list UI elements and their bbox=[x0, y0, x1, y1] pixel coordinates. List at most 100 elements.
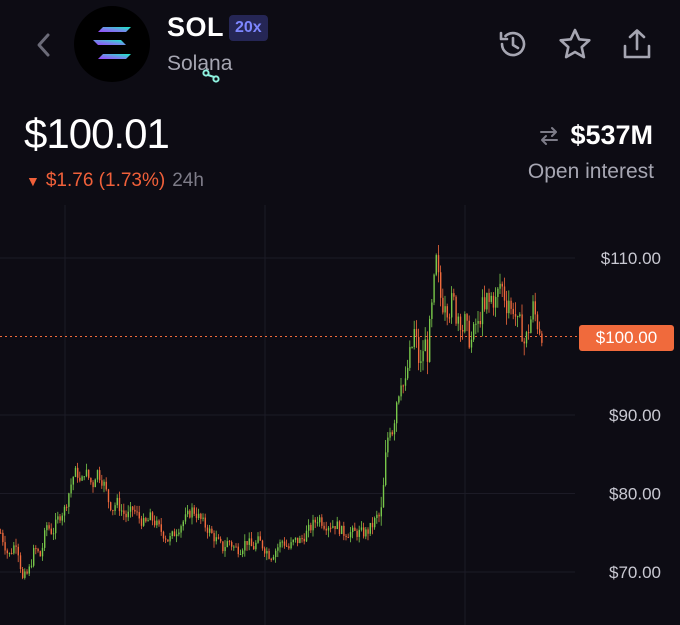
candle-body bbox=[330, 527, 332, 529]
candle-body bbox=[398, 396, 400, 403]
candle-body bbox=[136, 511, 138, 513]
candle-body bbox=[321, 517, 323, 526]
candle-body bbox=[101, 480, 103, 486]
candle-body bbox=[140, 518, 143, 526]
candle-body bbox=[15, 545, 17, 547]
candle-body bbox=[266, 550, 268, 554]
candle-body bbox=[404, 378, 407, 386]
candle-body bbox=[178, 532, 180, 535]
candle-body bbox=[490, 295, 492, 302]
candle-body bbox=[437, 255, 440, 273]
favorite-button[interactable] bbox=[555, 24, 595, 64]
candle-body bbox=[506, 300, 508, 314]
candle-body bbox=[187, 510, 189, 515]
candle-body bbox=[367, 529, 369, 534]
candle-body bbox=[103, 481, 105, 486]
candle-body bbox=[85, 469, 88, 477]
candle-body bbox=[530, 319, 532, 333]
candle-body bbox=[151, 512, 154, 521]
y-tick-label: $90.00 bbox=[609, 406, 661, 425]
candle-body bbox=[532, 301, 534, 320]
candle-body bbox=[171, 531, 173, 537]
candle-body bbox=[173, 531, 176, 537]
candle-body bbox=[413, 329, 415, 348]
candle-body bbox=[429, 318, 431, 362]
candle-body bbox=[292, 539, 294, 543]
candle-body bbox=[134, 509, 136, 512]
candle-body bbox=[149, 512, 151, 521]
candle-body bbox=[79, 477, 81, 481]
link-badge-icon bbox=[198, 63, 224, 89]
star-icon bbox=[559, 28, 591, 59]
candle-body bbox=[457, 316, 459, 324]
candle-body bbox=[400, 385, 402, 397]
candle-body bbox=[299, 538, 301, 544]
candle-body bbox=[213, 533, 215, 542]
candle-body bbox=[440, 272, 442, 298]
candle-body bbox=[72, 476, 74, 485]
candle-body bbox=[523, 341, 525, 344]
candle-body bbox=[52, 533, 55, 535]
candle-body bbox=[206, 527, 209, 533]
candle-body bbox=[514, 314, 517, 317]
chevron-left-icon bbox=[37, 33, 50, 57]
candle-body bbox=[341, 525, 343, 535]
candle-body bbox=[391, 432, 393, 435]
candle-body bbox=[50, 528, 52, 534]
price-chart[interactable]: $110.00 $90.00 $80.00 $70.00 bbox=[0, 205, 680, 625]
candle-body bbox=[297, 537, 299, 544]
candle-body bbox=[369, 522, 371, 534]
candle-body bbox=[39, 551, 41, 557]
candle-body bbox=[286, 545, 288, 547]
candle-body bbox=[105, 481, 107, 490]
candle-body bbox=[220, 538, 222, 542]
candle-body bbox=[138, 512, 140, 519]
candle-body bbox=[510, 300, 512, 309]
candle-body bbox=[200, 513, 202, 519]
candle-body bbox=[99, 470, 101, 481]
candle-body bbox=[356, 530, 358, 537]
candle-body bbox=[268, 550, 270, 559]
candle-body bbox=[116, 497, 118, 506]
candle-body bbox=[253, 546, 255, 550]
candle-body bbox=[308, 524, 310, 531]
candle-body bbox=[0, 532, 2, 534]
candle-body bbox=[250, 538, 253, 547]
candle-body bbox=[466, 314, 468, 321]
candle-body bbox=[81, 476, 83, 481]
candle-body bbox=[19, 555, 22, 569]
candle-body bbox=[4, 542, 6, 551]
candle-body bbox=[198, 513, 200, 519]
candle-body bbox=[264, 548, 266, 554]
candle-body bbox=[46, 525, 48, 531]
candle-body bbox=[96, 470, 99, 480]
candle-body bbox=[303, 538, 305, 542]
history-button[interactable] bbox=[493, 24, 533, 64]
candle-body bbox=[35, 548, 37, 550]
candle-body bbox=[382, 485, 385, 508]
candle-body bbox=[222, 541, 224, 552]
candlestick-chart[interactable]: $110.00 $90.00 $80.00 $70.00 bbox=[0, 205, 680, 625]
candle-body bbox=[48, 525, 50, 529]
candle-body bbox=[70, 484, 72, 494]
candle-body bbox=[484, 297, 486, 310]
back-button[interactable] bbox=[28, 28, 58, 62]
candle-body bbox=[272, 557, 275, 560]
open-interest: $537M bbox=[538, 120, 653, 151]
candle-body bbox=[6, 550, 8, 554]
candle-body bbox=[57, 516, 59, 520]
candle-body bbox=[156, 520, 158, 526]
share-button[interactable] bbox=[617, 24, 657, 64]
candle-body bbox=[415, 329, 418, 337]
candle-body bbox=[462, 329, 464, 332]
candle-body bbox=[193, 507, 195, 514]
candle-body bbox=[59, 516, 61, 521]
candle-body bbox=[162, 531, 165, 539]
candle-body bbox=[94, 479, 96, 488]
candle-body bbox=[475, 323, 477, 325]
candle-body bbox=[182, 521, 184, 527]
candle-body bbox=[402, 385, 404, 387]
open-interest-label: Open interest bbox=[527, 160, 654, 183]
candle-body bbox=[281, 541, 283, 543]
candle-body bbox=[88, 469, 90, 478]
